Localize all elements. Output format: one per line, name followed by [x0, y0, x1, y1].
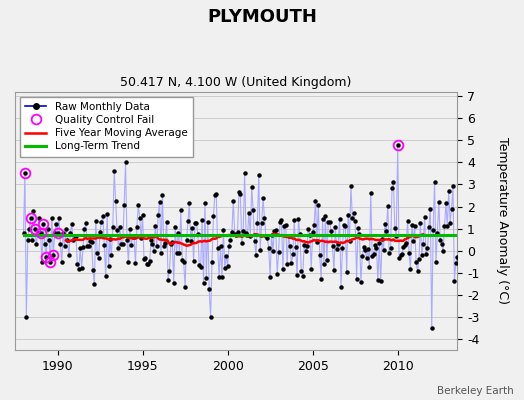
Legend: Raw Monthly Data, Quality Control Fail, Five Year Moving Average, Long-Term Tren: Raw Monthly Data, Quality Control Fail, …: [20, 97, 192, 156]
Title: 50.417 N, 4.100 W (United Kingdom): 50.417 N, 4.100 W (United Kingdom): [121, 76, 352, 89]
Y-axis label: Temperature Anomaly (°C): Temperature Anomaly (°C): [496, 138, 509, 304]
Text: PLYMOUTH: PLYMOUTH: [207, 8, 317, 26]
Text: Berkeley Earth: Berkeley Earth: [437, 386, 514, 396]
